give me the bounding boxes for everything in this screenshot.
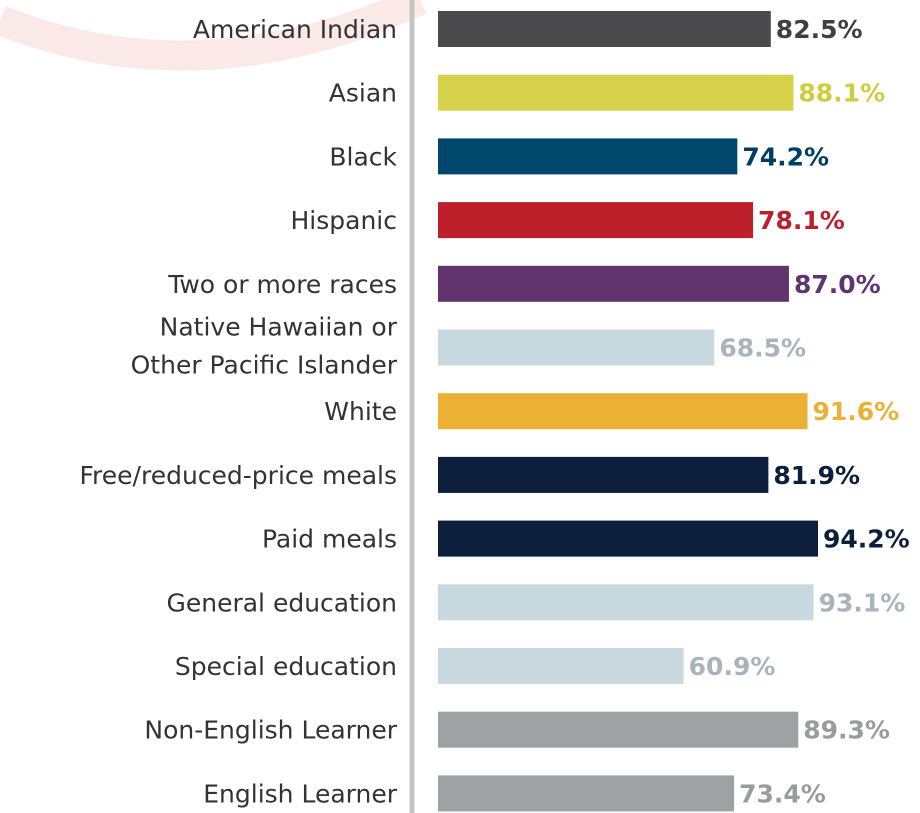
value-label: 93.1% bbox=[819, 588, 906, 617]
value-label: 81.9% bbox=[773, 461, 860, 490]
category-label: American Indian bbox=[193, 15, 397, 44]
bar bbox=[438, 648, 684, 684]
category-label: English Learner bbox=[203, 779, 397, 808]
bar bbox=[438, 711, 799, 748]
category-label: Non-English Learner bbox=[144, 716, 397, 745]
value-label: 68.5% bbox=[719, 334, 806, 363]
category-label: Paid meals bbox=[262, 525, 397, 554]
bar bbox=[438, 456, 769, 493]
bar bbox=[438, 520, 819, 557]
value-label: 88.1% bbox=[798, 79, 885, 108]
category-label: Black bbox=[329, 142, 397, 171]
category-label: Other Pacific Islander bbox=[131, 351, 398, 380]
value-label: 94.2% bbox=[823, 525, 910, 554]
value-label: 89.3% bbox=[803, 716, 890, 745]
value-label: 78.1% bbox=[758, 206, 845, 235]
value-label: 82.5% bbox=[776, 15, 863, 44]
bar bbox=[438, 265, 789, 302]
category-label: Free/reduced-price meals bbox=[79, 461, 397, 490]
bar bbox=[438, 202, 754, 239]
bar bbox=[438, 393, 808, 430]
decorative-arc bbox=[0, 0, 427, 71]
bar bbox=[438, 138, 738, 175]
value-label: 91.6% bbox=[813, 397, 900, 426]
value-label: 73.4% bbox=[739, 779, 826, 808]
bar bbox=[438, 74, 794, 111]
value-label: 87.0% bbox=[794, 270, 881, 299]
bar bbox=[438, 584, 814, 621]
bar bbox=[438, 775, 735, 812]
category-label: Asian bbox=[329, 79, 397, 108]
category-label: Two or more races bbox=[167, 270, 397, 299]
bar bbox=[438, 11, 771, 47]
category-label: Hispanic bbox=[291, 206, 398, 235]
category-label: White bbox=[324, 397, 397, 426]
value-label: 74.2% bbox=[742, 142, 829, 171]
value-label: 60.9% bbox=[689, 652, 776, 681]
category-label: Special education bbox=[175, 652, 397, 681]
category-label: Native Hawaiian or bbox=[160, 313, 398, 342]
category-label: General education bbox=[166, 588, 397, 617]
bar bbox=[438, 329, 715, 366]
